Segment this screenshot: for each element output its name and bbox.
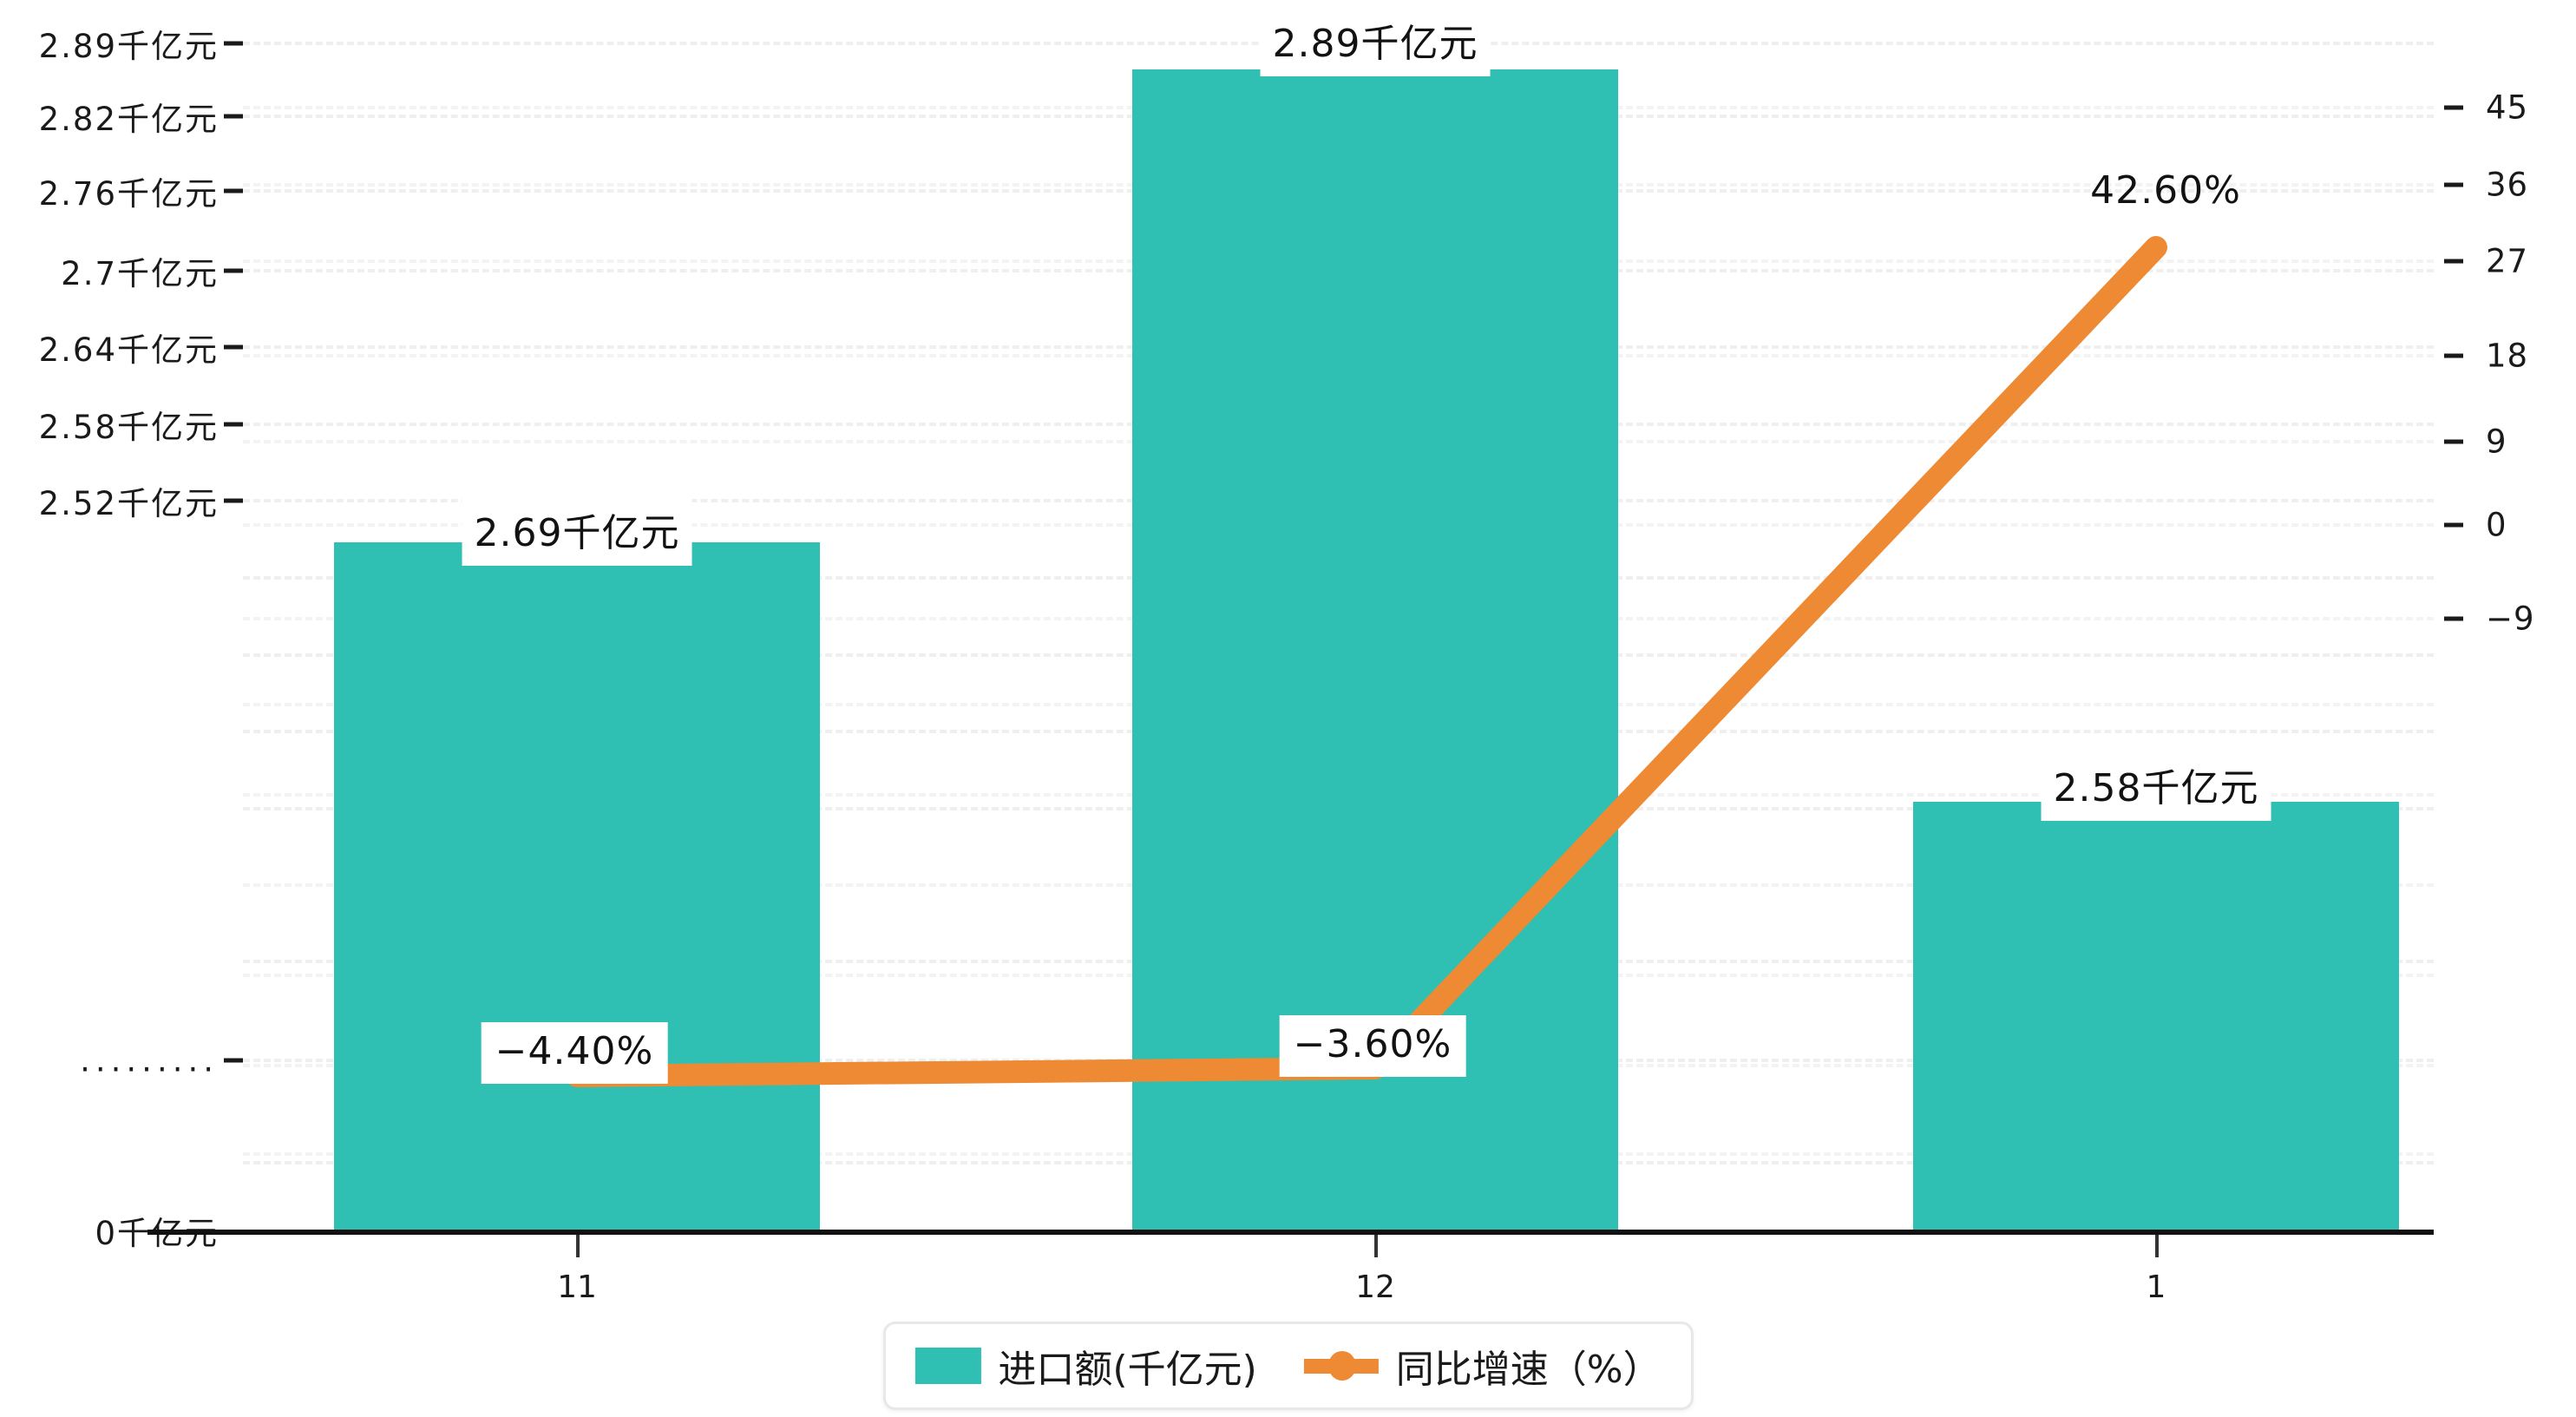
y-axis-break-indicator: ......... (80, 1041, 219, 1079)
x-axis-label-1: 1 (2146, 1269, 2166, 1305)
y-axis-left-label: 2.82千亿元 (38, 101, 219, 138)
line-label-11: −4.40% (481, 1022, 668, 1084)
y-axis-left-label: 2.52千亿元 (38, 485, 219, 522)
x-axis-label-11: 11 (557, 1269, 597, 1305)
y-axis-left-label: 2.64千亿元 (38, 331, 219, 369)
y-axis-left-label: 2.89千亿元 (38, 28, 219, 65)
line-label-12: −3.60% (1279, 1015, 1466, 1077)
y-axis-right: 45 36 27 18 9 0 −9 (2434, 0, 2576, 1417)
y-axis-left-tick (224, 422, 243, 427)
legend-label-yoy-growth: 同比增速（%） (1395, 1348, 1662, 1392)
legend-line-swatch-icon (1303, 1348, 1379, 1384)
x-axis-line (147, 1230, 2434, 1235)
y-axis-right-tick (2444, 259, 2463, 264)
y-axis-right-label: 9 (2486, 423, 2507, 461)
legend-item-yoy-growth[interactable]: 同比增速（%） (1303, 1338, 1662, 1394)
y-axis-right-tick (2444, 439, 2463, 444)
legend-item-import-amount[interactable]: 进口额(千亿元) (914, 1338, 1257, 1394)
y-axis-right-label: 36 (2486, 166, 2529, 204)
y-axis-left: 2.89千亿元 2.82千亿元 2.76千亿元 2.7千亿元 2.64千亿元 2… (0, 0, 243, 1417)
y-axis-left-tick (224, 114, 243, 119)
x-axis-tick (576, 1235, 580, 1257)
bar-1[interactable] (1913, 802, 2399, 1232)
legend-bar-swatch-icon (914, 1348, 981, 1384)
y-axis-right-tick (2444, 522, 2463, 528)
y-axis-right-label: 45 (2486, 89, 2529, 127)
bar-label-1: 2.58千亿元 (2041, 751, 2271, 821)
y-axis-left-tick (224, 188, 243, 194)
y-axis-right-label: −9 (2486, 600, 2535, 638)
bar-11[interactable] (334, 542, 820, 1232)
y-axis-right-label: 0 (2486, 506, 2507, 544)
y-axis-left-tick (224, 344, 243, 350)
line-label-1: 42.60% (2090, 168, 2241, 213)
legend-label-import-amount: 进口额(千亿元) (998, 1348, 1257, 1392)
chart-legend: 进口额(千亿元) 同比增速（%） (882, 1322, 1694, 1410)
y-axis-left-tick (224, 498, 243, 503)
y-axis-left-label: 2.58千亿元 (38, 409, 219, 446)
y-axis-right-tick (2444, 105, 2463, 110)
y-axis-left-tick (224, 268, 243, 273)
x-axis-label-12: 12 (1355, 1269, 1395, 1305)
y-axis-right-label: 18 (2486, 337, 2529, 375)
y-axis-right-tick (2444, 182, 2463, 187)
bar-label-12: 2.89千亿元 (1260, 7, 1491, 76)
y-axis-left-label: 2.7千亿元 (61, 255, 219, 292)
y-axis-left-tick (224, 1058, 243, 1063)
y-axis-right-label: 27 (2486, 242, 2529, 280)
x-axis-tick (2155, 1235, 2159, 1257)
x-axis-tick (1374, 1235, 1378, 1257)
y-axis-right-tick (2444, 616, 2463, 621)
bar-label-11: 2.69千亿元 (462, 496, 692, 566)
y-axis-right-tick (2444, 353, 2463, 358)
y-axis-left-tick (224, 41, 243, 46)
y-axis-left-label: 2.76千亿元 (38, 175, 219, 213)
